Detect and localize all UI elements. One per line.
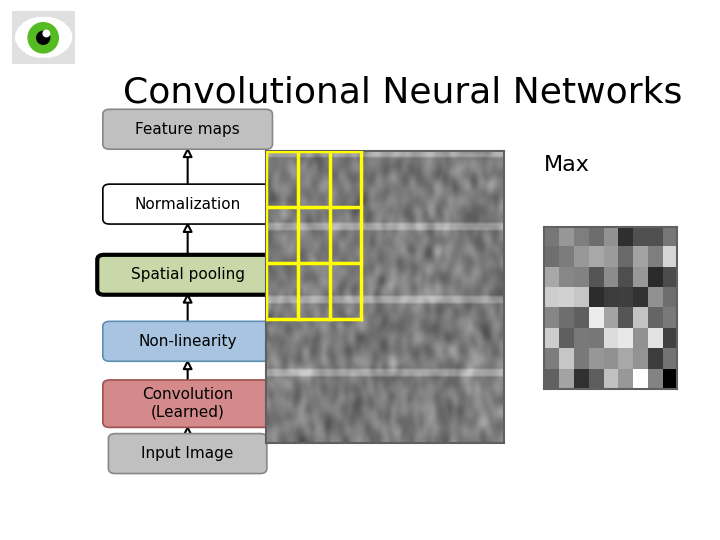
FancyBboxPatch shape <box>103 109 272 149</box>
Text: Convolution
(Learned): Convolution (Learned) <box>142 388 233 420</box>
FancyBboxPatch shape <box>103 321 272 361</box>
FancyBboxPatch shape <box>97 255 278 295</box>
Circle shape <box>37 31 50 44</box>
Text: Input Image: Input Image <box>141 446 234 461</box>
FancyBboxPatch shape <box>103 184 272 224</box>
Circle shape <box>28 23 58 53</box>
Text: Non-linearity: Non-linearity <box>138 334 237 349</box>
FancyBboxPatch shape <box>109 434 267 474</box>
Text: Normalization: Normalization <box>135 197 240 212</box>
Text: Feature maps: Feature maps <box>135 122 240 137</box>
FancyBboxPatch shape <box>103 380 272 427</box>
Text: Convolutional Neural Networks: Convolutional Neural Networks <box>123 75 682 109</box>
Circle shape <box>43 30 50 37</box>
Text: Spatial pooling: Spatial pooling <box>130 267 245 282</box>
Text: Max: Max <box>544 155 590 175</box>
